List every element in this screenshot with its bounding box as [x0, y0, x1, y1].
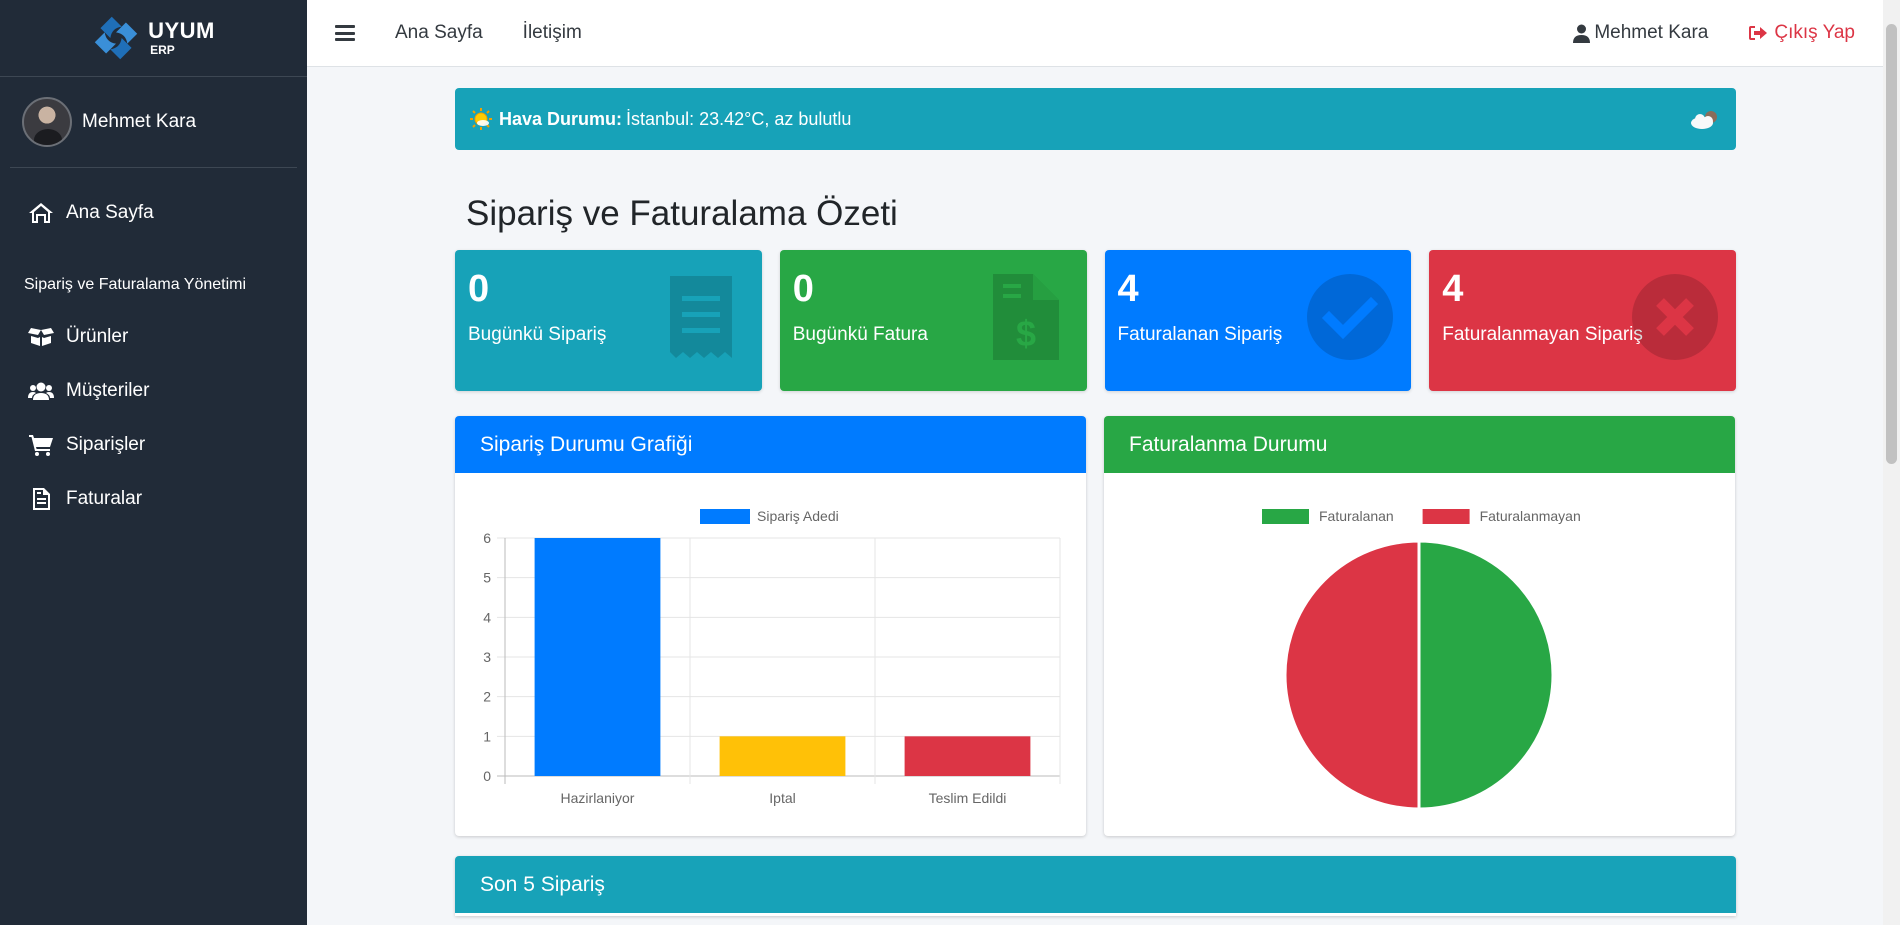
- bar: [534, 538, 661, 776]
- sidebar-user-name: Mehmet Kara: [82, 111, 197, 132]
- y-tick-label: 4: [483, 609, 491, 625]
- legend-label: Faturalanmayan: [1480, 508, 1581, 524]
- stat-value: 4: [1117, 268, 1139, 310]
- main-content: Hava Durumu: İstanbul: 23.42°C, az bulut…: [455, 88, 1736, 916]
- y-tick-label: 0: [483, 768, 491, 784]
- legend-swatch: [700, 509, 750, 524]
- box-open-icon: [28, 328, 54, 346]
- last-orders-card: Son 5 Sipariş: [455, 856, 1736, 916]
- sun-cloud-icon: [470, 108, 492, 130]
- pie-chart-card: Faturalanma Durumu Faturalanan Faturalanm…: [1104, 416, 1735, 836]
- receipt-icon: [669, 276, 732, 358]
- file-invoice-icon: [33, 488, 50, 510]
- user-panel[interactable]: Mehmet Kara: [10, 77, 297, 168]
- pie-chart-header: Faturalanma Durumu: [1104, 416, 1735, 473]
- y-tick-label: 2: [483, 689, 491, 705]
- stat-card-bugunku-siparis[interactable]: 0 Bugünkü Sipariş: [455, 250, 762, 391]
- weather-text: İstanbul: 23.42°C, az bulutlu: [626, 108, 852, 129]
- brand[interactable]: UYUM ERP: [0, 0, 307, 77]
- sidebar-item-faturalar[interactable]: Faturalar: [10, 472, 297, 526]
- y-tick-label: 6: [483, 530, 491, 546]
- file-invoice-dollar-icon: $: [992, 274, 1059, 360]
- sidebar-item-ana-sayfa[interactable]: Ana Sayfa: [10, 186, 297, 240]
- sidebar-item-siparisler[interactable]: Siparişler: [10, 418, 297, 472]
- stat-card-bugunku-fatura[interactable]: 0 Bugünkü Fatura $: [779, 250, 1087, 391]
- bar-chart-card: Sipariş Durumu Grafiği Sipariş Adedi 0 1 2 3…: [455, 416, 1086, 836]
- sidebar-nav: Ana Sayfa Sipariş ve Faturalama Yönetimi…: [0, 186, 307, 526]
- x-tick-label: Teslim Edildi: [929, 790, 1007, 806]
- check-circle-icon: [1307, 274, 1394, 360]
- logout-button[interactable]: Çıkış Yap: [1748, 22, 1855, 44]
- charts-row: Sipariş Durumu Grafiği Sipariş Adedi 0 1 2 3…: [455, 416, 1736, 836]
- stat-label: Bugünkü Sipariş: [468, 324, 607, 345]
- cloud-icon: [1691, 111, 1717, 129]
- order-status-bar-chart: Sipariş Adedi 0 1 2 3 4 5 6 Hazirlaniyor Iptal Tes…: [483, 508, 1061, 806]
- sidebar-item-label: Ana Sayfa: [66, 202, 154, 223]
- topbar-user-name: Mehmet Kara: [1594, 22, 1709, 43]
- stat-label: Faturalanmayan Sipariş: [1442, 324, 1643, 345]
- users-icon: [28, 382, 54, 400]
- legend-label: Faturalanan: [1319, 508, 1394, 524]
- stat-value: 0: [468, 268, 490, 310]
- pie-slice: [1283, 539, 1421, 811]
- user-icon: [1573, 24, 1591, 43]
- times-circle-icon: [1632, 274, 1718, 360]
- sidebar: UYUM ERP Mehmet Kara Ana Sayfa Sipariş v…: [0, 0, 307, 925]
- sign-out-icon: [1749, 26, 1768, 40]
- y-tick-label: 5: [483, 570, 491, 586]
- pie-slice: [1417, 539, 1555, 811]
- nav-link-iletisim[interactable]: İletişim: [522, 22, 582, 43]
- y-tick-label: 3: [483, 649, 491, 665]
- topbar: Ana Sayfa İletişim Mehmet Kara Çıkış Yap: [307, 0, 1900, 67]
- sidebar-item-musteriler[interactable]: Müşteriler: [10, 364, 297, 418]
- x-tick-label: Hazirlaniyor: [561, 790, 635, 806]
- stat-label: Faturalanan Sipariş: [1117, 324, 1283, 345]
- sidebar-item-label: Müşteriler: [66, 380, 150, 401]
- x-tick-label: Iptal: [769, 790, 795, 806]
- invoicing-status-pie-chart: Faturalanan Faturalanmayan: [1262, 508, 1581, 811]
- uyum-logo-icon: [94, 16, 138, 60]
- stat-card-faturalanan-siparis[interactable]: 4 Faturalanan Sipariş: [1104, 250, 1412, 391]
- bar-chart-header: Sipariş Durumu Grafiği: [455, 416, 1086, 473]
- legend-swatch: [1262, 509, 1309, 524]
- topbar-user[interactable]: Mehmet Kara: [1573, 22, 1708, 44]
- stats-row: 0 Bugünkü Sipariş 0 Bugünkü Fatura $ 4 F…: [455, 250, 1736, 391]
- brand-name: UYUM: [148, 18, 215, 43]
- svg-text:$: $: [1015, 313, 1035, 354]
- page-scrollbar[interactable]: [1883, 0, 1900, 925]
- shopping-cart-icon: [29, 435, 53, 456]
- stat-label: Bugünkü Fatura: [792, 324, 928, 345]
- sidebar-section-header: Sipariş ve Faturalama Yönetimi: [24, 276, 247, 293]
- brand-sub: ERP: [150, 43, 175, 57]
- stat-value: 0: [792, 268, 814, 310]
- sidebar-item-label: Ürünler: [66, 326, 129, 347]
- logout-label: Çıkış Yap: [1774, 22, 1855, 43]
- home-icon: [29, 203, 53, 223]
- page-title: Sipariş ve Faturalama Özeti: [466, 194, 898, 233]
- hamburger-menu-icon[interactable]: [335, 25, 355, 41]
- stat-value: 4: [1442, 268, 1464, 310]
- sidebar-item-urunler[interactable]: Ürünler: [10, 310, 297, 364]
- sidebar-item-label: Faturalar: [66, 488, 143, 509]
- avatar: [22, 97, 72, 147]
- y-tick-label: 1: [483, 728, 491, 744]
- sidebar-item-label: Siparişler: [66, 434, 146, 455]
- scrollbar-thumb[interactable]: [1886, 24, 1897, 464]
- bar: [719, 736, 846, 776]
- legend-label: Sipariş Adedi: [757, 508, 839, 524]
- weather-alert: Hava Durumu: İstanbul: 23.42°C, az bulut…: [455, 88, 1736, 150]
- weather-label: Hava Durumu:: [499, 108, 623, 129]
- stat-card-faturalanmayan-siparis[interactable]: 4 Faturalanmayan Sipariş: [1429, 250, 1736, 391]
- legend-swatch: [1422, 509, 1470, 524]
- last-orders-header: Son 5 Sipariş: [455, 856, 1736, 913]
- bar: [904, 736, 1031, 776]
- nav-link-ana-sayfa[interactable]: Ana Sayfa: [395, 22, 483, 43]
